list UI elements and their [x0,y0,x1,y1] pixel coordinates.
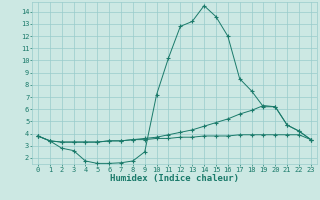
X-axis label: Humidex (Indice chaleur): Humidex (Indice chaleur) [110,174,239,183]
